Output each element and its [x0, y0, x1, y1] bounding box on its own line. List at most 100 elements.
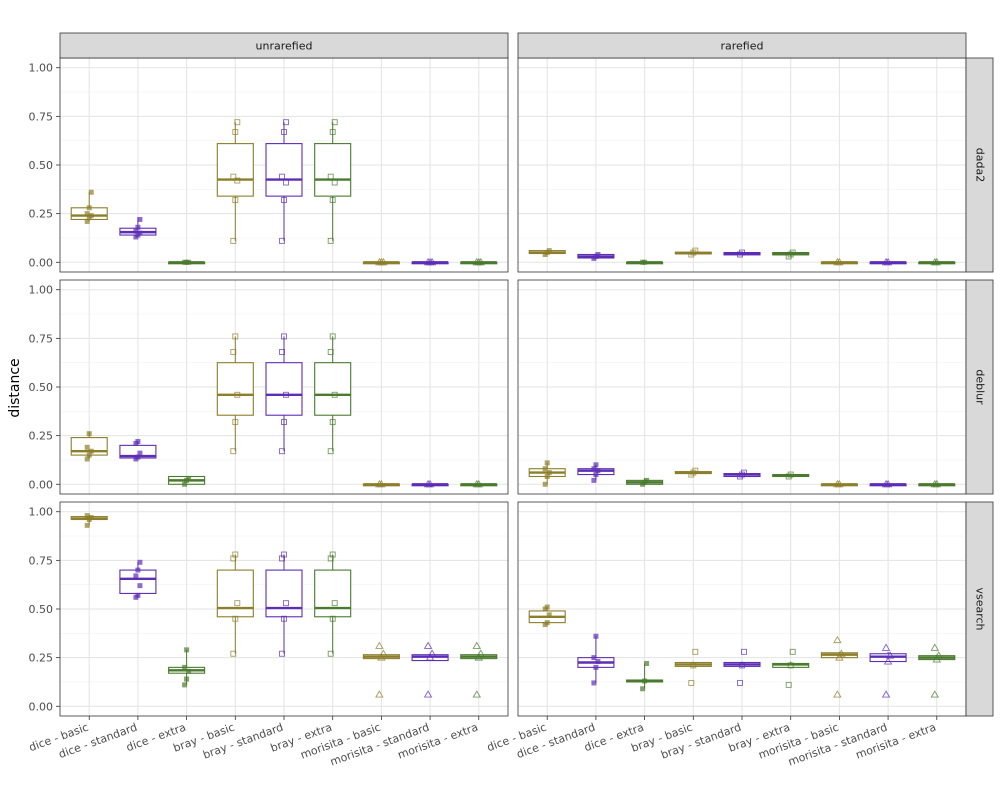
- panel-deblur-rarefied: [517, 279, 967, 495]
- box-morisita-standard: [411, 479, 449, 488]
- data-point: [184, 647, 190, 653]
- data-point: [785, 473, 792, 480]
- data-point: [644, 660, 650, 666]
- data-point: [883, 479, 893, 488]
- data-point: [84, 444, 90, 450]
- data-point: [279, 448, 285, 455]
- box-body: [265, 569, 303, 618]
- data-point: [281, 128, 287, 135]
- data-point: [88, 515, 94, 521]
- data-point: [591, 477, 597, 483]
- box-morisita-basic: [820, 257, 858, 266]
- box-bray-standard: [265, 333, 303, 455]
- box-bray-basic: [674, 467, 712, 478]
- data-point: [327, 448, 334, 455]
- data-point: [86, 205, 92, 211]
- data-point: [232, 128, 239, 135]
- data-point: [739, 662, 745, 669]
- data-point: [741, 648, 747, 655]
- box-dice-standard: [577, 462, 615, 483]
- data-point: [737, 679, 743, 686]
- data-point: [232, 615, 239, 622]
- box-morisita-basic: [820, 479, 858, 488]
- y-tick-label: 0.25: [29, 430, 54, 443]
- data-point: [546, 248, 552, 254]
- box-bray-extra: [314, 551, 352, 657]
- data-point: [591, 680, 597, 686]
- data-point: [427, 649, 437, 657]
- y-tick-label: 0.00: [29, 478, 54, 491]
- data-point: [84, 211, 90, 217]
- data-point: [642, 678, 648, 684]
- box-dice-extra: [626, 259, 664, 265]
- data-point: [593, 462, 599, 468]
- data-point: [932, 257, 942, 266]
- y-tick-label: 1.00: [29, 284, 54, 297]
- data-point: [881, 643, 891, 651]
- box-dice-standard: [577, 251, 615, 261]
- data-point: [934, 651, 944, 659]
- data-point: [595, 659, 601, 665]
- data-point: [885, 651, 895, 659]
- panels-layer: [59, 57, 967, 717]
- box-morisita-basic: [820, 635, 858, 698]
- y-tick-label: 1.00: [29, 506, 54, 519]
- data-point: [688, 251, 695, 258]
- box-body: [314, 362, 352, 416]
- box-body: [216, 143, 254, 197]
- data-point: [86, 452, 92, 458]
- data-point: [787, 662, 794, 669]
- data-point: [135, 592, 141, 598]
- data-point: [230, 448, 237, 455]
- data-point: [84, 513, 90, 519]
- data-point: [86, 431, 92, 437]
- box-dice-extra: [626, 477, 664, 487]
- data-point: [234, 391, 241, 398]
- data-point: [425, 653, 435, 661]
- data-point: [787, 251, 794, 258]
- data-point: [84, 218, 90, 224]
- data-point: [474, 479, 484, 488]
- data-point: [230, 555, 237, 562]
- data-point: [688, 471, 695, 478]
- box-dice-standard: [577, 633, 615, 686]
- data-point: [379, 649, 388, 657]
- box-dice-basic: [70, 513, 108, 528]
- box-body: [265, 143, 303, 197]
- box-morisita-extra: [918, 257, 956, 266]
- column-strip-label: unrarefied: [256, 40, 313, 53]
- box-dice-basic: [70, 431, 108, 462]
- data-point: [281, 197, 287, 203]
- data-point: [329, 128, 336, 135]
- box-dice-basic: [528, 248, 566, 257]
- data-point: [472, 690, 482, 698]
- box-dice-basic: [528, 460, 566, 487]
- data-point: [234, 177, 241, 184]
- data-point: [88, 213, 94, 219]
- data-point: [327, 650, 334, 657]
- y-tick-label: 1.00: [29, 62, 54, 75]
- data-point: [692, 247, 699, 254]
- data-point: [88, 189, 94, 195]
- data-point: [593, 633, 599, 639]
- data-point: [476, 649, 486, 657]
- data-point: [690, 469, 697, 476]
- box-morisita-basic: [362, 257, 400, 266]
- column-strip-label: rarefied: [721, 40, 764, 53]
- data-point: [741, 469, 747, 476]
- box-morisita-standard: [869, 643, 907, 698]
- box-bray-extra: [314, 119, 352, 244]
- row-strip-deblur: [965, 279, 994, 495]
- data-point: [595, 251, 601, 257]
- data-point: [737, 251, 743, 258]
- data-point: [137, 450, 143, 456]
- y-tick-label: 0.25: [29, 652, 54, 665]
- box-bray-extra: [772, 471, 810, 480]
- box-dice-extra: [168, 259, 206, 265]
- data-point: [544, 460, 550, 466]
- data-point: [186, 475, 192, 481]
- data-point: [835, 479, 844, 488]
- data-point: [472, 641, 482, 649]
- box-bray-basic: [674, 648, 712, 686]
- box-bray-standard: [723, 249, 761, 258]
